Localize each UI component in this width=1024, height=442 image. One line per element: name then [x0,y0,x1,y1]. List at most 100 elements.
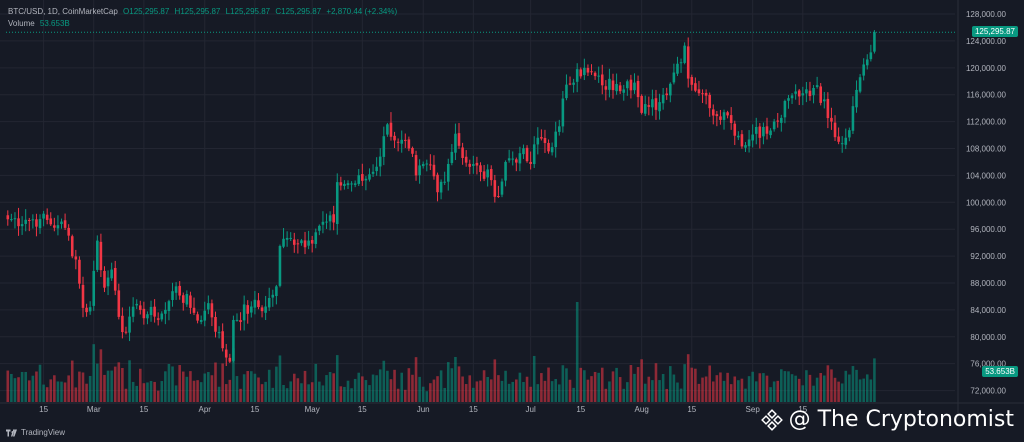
time-tick-label: May [305,405,320,414]
volume-bar [92,344,96,402]
candle-body [812,87,815,96]
volume-bar [765,375,769,402]
volume-bar [35,371,38,402]
candle-body [429,164,432,166]
volume-bar [529,386,532,402]
candle-body [382,136,386,157]
volume-bar [96,363,99,402]
candle-body [70,236,74,257]
candle-body [604,86,608,90]
volume-bar [67,375,70,402]
volume-bar [819,372,822,402]
candle-body [618,85,622,92]
candle-body [575,69,579,82]
candle-body [396,141,400,143]
candle-body [532,144,536,165]
volume-bar [339,386,343,402]
candle-body [822,99,826,102]
candle-body [590,71,593,73]
price-tick-label: 120,000.00 [966,64,1007,73]
price-tick-label: 80,000.00 [970,333,1006,342]
candle-body [246,305,250,314]
candle-body [629,79,633,91]
candle-body [353,183,357,185]
candle-body [443,181,446,183]
candle-body [432,164,436,177]
volume-bar [647,376,651,402]
volume-bar [500,380,504,402]
candle-body [88,307,92,312]
candle-body [42,213,45,219]
volume-bar [74,387,78,402]
volume-bar [303,370,307,402]
time-tick-label: Apr [199,405,212,414]
volume-bar [780,369,783,402]
volume-bar [203,373,207,402]
volume-bar [332,373,335,402]
volume-bar [604,388,608,402]
candle-body [260,307,264,312]
legend-symbol[interactable]: BTC/USD, 1D, CoinMarketCap [8,7,118,16]
volume-bar [278,355,282,402]
candle-body [185,293,189,305]
price-axis[interactable]: 128,000.00 124,000.00 120,000.00 116,000.00… [957,0,1007,420]
volume-bar [250,371,253,402]
volume-bar [10,373,13,402]
legend-low: L125,295.87 [225,7,271,16]
volume-bar [744,388,747,402]
candle-body [536,137,540,145]
volume-bar [400,372,404,402]
volume-bar [224,384,228,402]
volume-bar [282,385,285,402]
time-axis[interactable]: 15 Mar 15 Apr 15 May 15 Jun 15 Jul 15 Aug 15 Sep 15 [0,402,1024,414]
volume-bar [461,376,464,402]
volume-bar [479,380,482,402]
legend-volume-value: 53.653B [39,19,70,28]
volume-bar [722,380,726,402]
volume-bar [393,369,396,402]
candle-body [557,126,561,132]
candle-body [772,121,776,130]
volume-bar [507,383,511,402]
price-tick-label: 124,000.00 [966,37,1007,46]
candle-body [651,99,654,108]
volume-bar [583,370,586,402]
candlesticks [6,30,876,366]
volume-bar [407,368,411,402]
legend-volume-label[interactable]: Volume [8,19,35,28]
candle-body [217,332,221,334]
volume-bar [873,358,876,402]
candle-body [497,196,500,198]
volume-bar [855,369,858,402]
candle-body [711,109,715,116]
tradingview-branding[interactable]: TradingView [6,428,65,437]
volume-bar [801,385,805,402]
candle-body [232,319,235,361]
volume-bar [81,372,85,402]
candle-body [267,297,271,308]
candle-body [27,219,31,221]
candle-body [661,94,665,104]
candle-body [203,310,207,321]
volume-bar [579,367,583,402]
chart-grid [0,0,955,402]
price-tick-label: 92,000.00 [970,252,1006,261]
volume-bar [794,375,797,402]
candle-body [181,295,185,303]
candle-body [325,221,328,223]
candle-body [787,98,790,101]
time-tick-label: Aug [635,405,649,414]
candle-body [865,59,869,66]
candle-body [826,98,830,119]
legend-high: H125,295.87 [174,7,221,16]
volume-bar [747,376,751,402]
candle-body [314,232,318,244]
volume-bar [475,381,479,402]
candle-body [210,303,214,318]
volume-bar [189,371,192,402]
candle-body [404,139,407,141]
volume-bar [389,379,393,402]
volume-bar [421,386,425,402]
watermark-text: @ The Cryptonomist [788,407,1014,432]
